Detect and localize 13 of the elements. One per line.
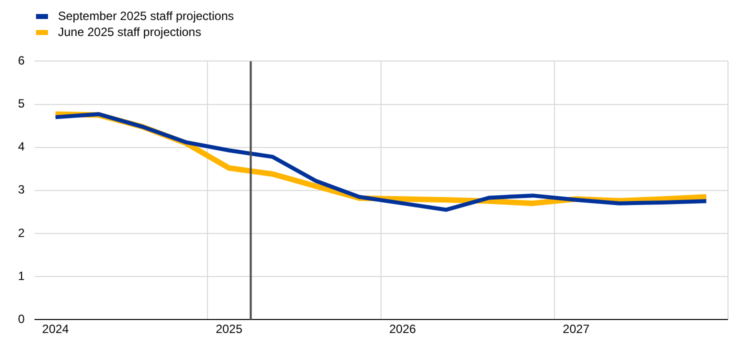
legend-label: June 2025 staff projections [58, 25, 202, 39]
y-tick-label: 5 [18, 96, 25, 111]
legend-label: September 2025 staff projections [58, 9, 234, 23]
y-tick-label: 6 [18, 54, 25, 68]
x-tick-label: 2024 [42, 322, 70, 336]
x-tick-label: 2025 [216, 322, 243, 336]
y-tick-label: 3 [18, 182, 25, 197]
x-tick-label: 2027 [562, 322, 590, 336]
y-tick-label: 1 [18, 268, 25, 283]
y-tick-label: 4 [18, 140, 25, 154]
y-tick-label: 0 [18, 312, 25, 326]
x-tick-label: 2026 [389, 322, 416, 336]
y-tick-label: 2 [18, 226, 25, 240]
